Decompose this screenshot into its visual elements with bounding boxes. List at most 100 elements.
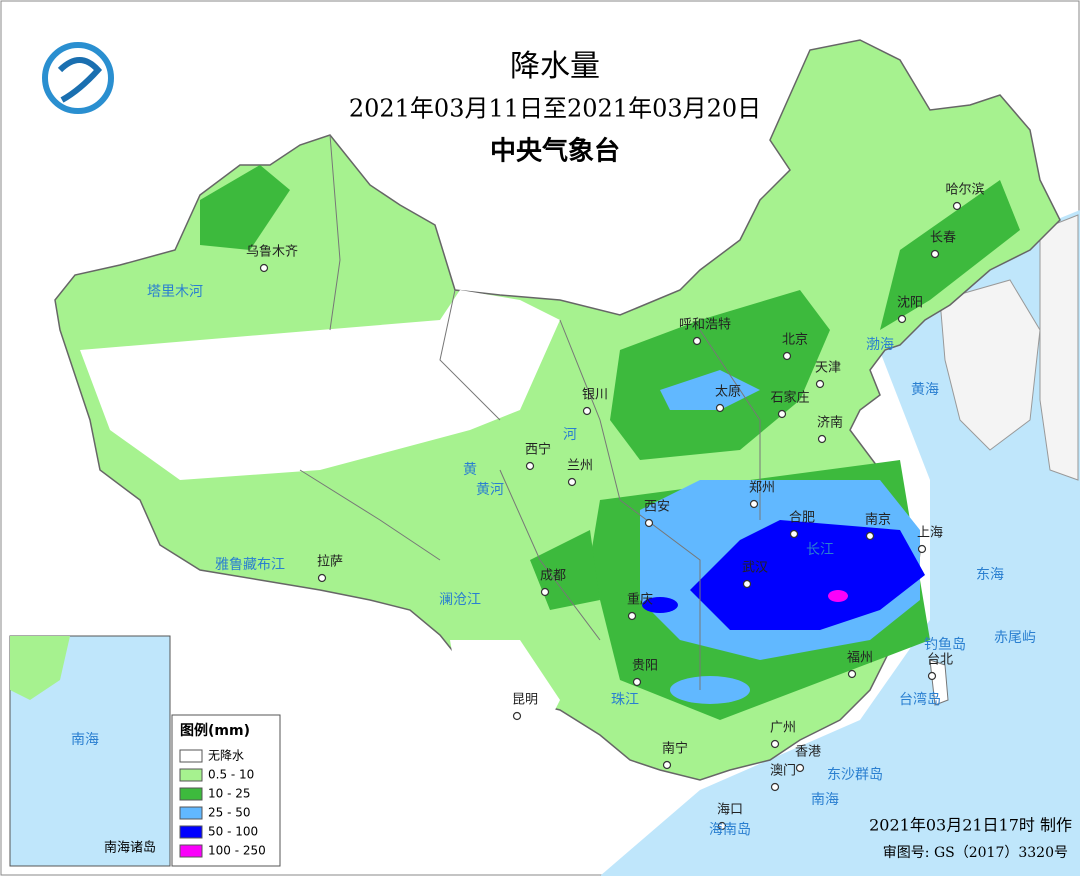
japan bbox=[1039, 214, 1079, 481]
city-dot bbox=[770, 782, 780, 792]
city-label: 乌鲁木齐 bbox=[246, 244, 298, 260]
city-label: 福州 bbox=[847, 651, 873, 666]
city-label: 香港 bbox=[795, 745, 821, 760]
water-label: 东海 bbox=[976, 567, 1004, 583]
city-dot bbox=[847, 669, 857, 679]
city-dot bbox=[917, 544, 927, 554]
legend-swatch bbox=[179, 787, 203, 801]
water-label: 赤尾屿 bbox=[994, 630, 1036, 646]
city-dot bbox=[952, 201, 962, 211]
no-rain-area bbox=[80, 290, 560, 480]
inset-land bbox=[10, 636, 70, 700]
city-label: 广州 bbox=[770, 721, 796, 736]
city-dot bbox=[742, 579, 752, 589]
water-label: 珠江 bbox=[611, 692, 639, 708]
legend-swatch bbox=[179, 844, 203, 858]
city-dot bbox=[927, 671, 937, 681]
city-dot bbox=[815, 379, 825, 389]
city-dot bbox=[512, 711, 522, 721]
water-label: 河 bbox=[563, 427, 577, 443]
water-label: 东沙群岛 bbox=[827, 767, 883, 783]
logo bbox=[42, 42, 114, 114]
water-label: 黄河 bbox=[476, 481, 504, 498]
city-label: 南宁 bbox=[662, 741, 688, 757]
city-dot bbox=[715, 403, 725, 413]
city-label: 拉萨 bbox=[317, 555, 343, 570]
city-label: 哈尔滨 bbox=[945, 182, 984, 198]
legend-swatch bbox=[179, 806, 203, 820]
city-dot bbox=[632, 677, 642, 687]
city-dot bbox=[717, 821, 727, 831]
rain-area bbox=[690, 520, 925, 630]
water-label: 塔里木河 bbox=[147, 284, 203, 300]
city-label: 太原 bbox=[715, 385, 741, 400]
water-label: 台湾岛 bbox=[899, 691, 941, 708]
water-label: 黄 bbox=[463, 461, 477, 478]
city-dot bbox=[317, 573, 327, 583]
city-label: 武汉 bbox=[742, 561, 768, 576]
city-label: 西安 bbox=[644, 500, 670, 515]
city-dot bbox=[865, 531, 875, 541]
water-label: 渤海 bbox=[866, 337, 894, 353]
city-dot bbox=[582, 406, 592, 416]
taiwan bbox=[929, 659, 949, 706]
city-dot bbox=[627, 611, 637, 621]
city-dot bbox=[749, 499, 759, 509]
city-dot bbox=[662, 760, 672, 770]
city-dot bbox=[897, 314, 907, 324]
legend-label: 50 - 100 bbox=[208, 825, 258, 839]
city-label: 天津 bbox=[815, 361, 841, 376]
city-dot bbox=[930, 249, 940, 259]
issuer: 中央气象台 bbox=[490, 136, 620, 167]
inset-label: 南海诸岛 bbox=[104, 840, 156, 856]
city-dot bbox=[692, 336, 702, 346]
city-label: 成都 bbox=[540, 569, 566, 584]
rain-area bbox=[660, 370, 760, 410]
city-label: 兰州 bbox=[567, 459, 593, 474]
city-dot bbox=[795, 763, 805, 773]
legend-label: 0.5 - 10 bbox=[208, 768, 254, 782]
water-label: 雅鲁藏布江 bbox=[215, 557, 285, 573]
footer-made: 2021年03月21日17时 制作 bbox=[869, 816, 1072, 835]
city-dot bbox=[777, 409, 787, 419]
city-dot bbox=[789, 529, 799, 539]
city-label: 长春 bbox=[930, 231, 956, 246]
water-label: 海南岛 bbox=[709, 822, 751, 838]
city-label: 上海 bbox=[917, 526, 943, 541]
city-dot bbox=[644, 518, 654, 528]
water-label: 澜沧江 bbox=[439, 591, 481, 608]
city-label: 石家庄 bbox=[770, 390, 809, 406]
city-dot bbox=[817, 434, 827, 444]
city-label: 重庆 bbox=[627, 592, 653, 608]
city-label: 南京 bbox=[865, 512, 891, 528]
legend-swatch bbox=[179, 825, 203, 839]
city-dot bbox=[770, 739, 780, 749]
no-rain-area bbox=[450, 640, 560, 780]
city-label: 北京 bbox=[782, 333, 808, 348]
water-label: 黄海 bbox=[911, 381, 939, 398]
water-label: 钓鱼岛 bbox=[924, 636, 966, 653]
city-label: 台北 bbox=[927, 653, 953, 668]
city-label: 沈阳 bbox=[897, 296, 923, 311]
city-label: 昆明 bbox=[512, 693, 538, 708]
footer-approval: 审图号: GS（2017）3320号 bbox=[883, 845, 1068, 861]
city-dot bbox=[540, 587, 550, 597]
legend-label: 100 - 250 bbox=[208, 844, 266, 858]
city-dot bbox=[259, 263, 269, 273]
legend-items: 无降水 0.5 - 10 10 - 25 25 - 50 50 - 100 100 - 2… bbox=[179, 749, 266, 858]
date-range: 2021年03月11日至2021年03月20日 bbox=[349, 95, 761, 123]
rain-area bbox=[880, 180, 1020, 330]
city-dot bbox=[567, 477, 577, 487]
city-dot bbox=[782, 351, 792, 361]
city-label: 济南 bbox=[817, 415, 843, 431]
legend-swatch bbox=[179, 768, 203, 782]
legend-title: 图例(mm) bbox=[180, 722, 250, 739]
water-label: 南海 bbox=[811, 792, 839, 808]
city-label: 西宁 bbox=[525, 442, 551, 458]
title: 降水量 bbox=[510, 49, 600, 84]
rain-area bbox=[670, 676, 750, 704]
legend-swatch bbox=[179, 749, 203, 763]
